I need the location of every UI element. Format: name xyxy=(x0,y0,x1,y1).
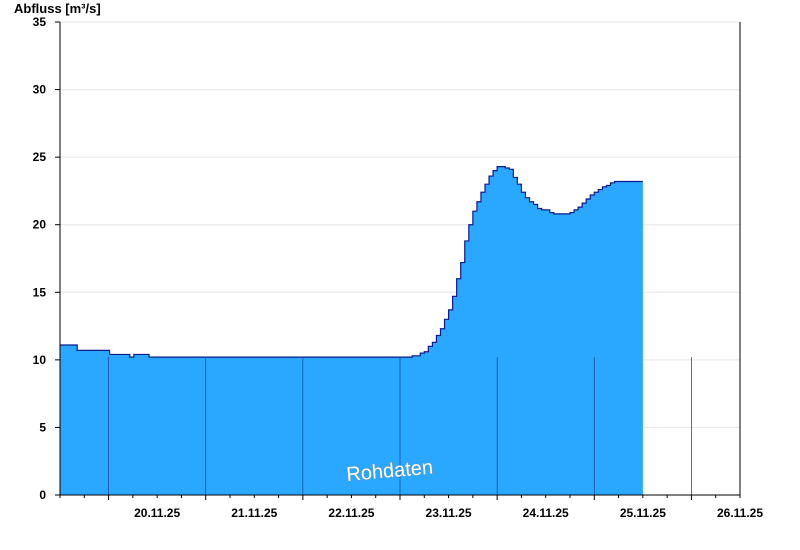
x-tick-label: 26.11.25 xyxy=(717,506,763,520)
area-layer xyxy=(60,166,643,496)
x-tick-label: 21.11.25 xyxy=(231,506,277,520)
x-tick-label: 22.11.25 xyxy=(328,506,374,520)
tick-label-layer: 0 5 10 15 20 25 30 35 20.11.25 21.11.25 22.11.25 23… xyxy=(33,15,764,520)
y-tick-label: 25 xyxy=(33,150,47,164)
series-area xyxy=(60,166,643,496)
y-tick-label: 0 xyxy=(39,488,46,502)
x-tick-label: 23.11.25 xyxy=(426,506,472,520)
axis-layer xyxy=(55,21,741,500)
y-tick-label: 5 xyxy=(39,420,46,434)
y-tick-label: 20 xyxy=(33,218,47,232)
y-tick-label: 15 xyxy=(33,285,47,299)
series-line xyxy=(60,166,643,358)
y-tick-label: 10 xyxy=(33,353,47,367)
x-tick-label: 25.11.25 xyxy=(620,506,666,520)
x-tick-label: 20.11.25 xyxy=(134,506,180,520)
y-tick-label: 30 xyxy=(33,83,47,97)
y-tick-label: 35 xyxy=(33,15,47,29)
x-tick-label: 24.11.25 xyxy=(523,506,569,520)
y-axis-title: Abfluss [m³/s] xyxy=(14,1,101,16)
day-divider-layer xyxy=(108,357,692,495)
